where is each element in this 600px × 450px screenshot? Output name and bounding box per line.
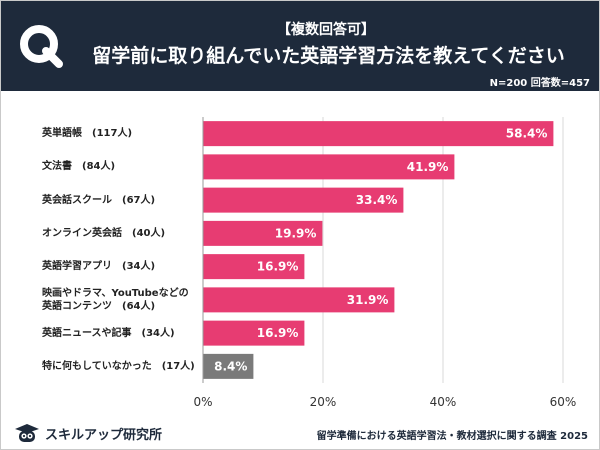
x-tick-label: 60% bbox=[550, 395, 577, 409]
category-label: 文法書 (84人) bbox=[42, 161, 116, 173]
category-label: 英語ニュースや記事 (34人) bbox=[42, 327, 175, 339]
category-label: オンライン英会話 (40人) bbox=[42, 227, 166, 239]
category-label: 英会話スクール (67人) bbox=[42, 194, 156, 206]
bar-value-label: 33.4% bbox=[356, 193, 398, 207]
q-logo-icon bbox=[20, 25, 63, 68]
category-label: 映画やドラマ、YouTubeなどの 英語コンテンツ (64人) bbox=[42, 287, 189, 312]
bar bbox=[203, 121, 554, 147]
chart-title: 留学前に取り組んでいた英語学習方法を教えてください bbox=[92, 45, 565, 67]
x-tick-label: 40% bbox=[430, 395, 457, 409]
bar-value-label: 8.4% bbox=[214, 359, 247, 373]
brand-logo: スキルアップ研究所 bbox=[14, 423, 162, 443]
bar-value-label: 58.4% bbox=[506, 127, 548, 141]
bar bbox=[203, 187, 404, 213]
chart-subtitle: 【複数回答可】 bbox=[277, 22, 375, 38]
bar-value-label: 16.9% bbox=[257, 260, 299, 274]
bar-value-label: 16.9% bbox=[257, 326, 299, 340]
header-banner: 【複数回答可】 留学前に取り組んでいた英語学習方法を教えてください bbox=[1, 1, 599, 91]
category-label: 英語学習アプリ (34人) bbox=[42, 261, 156, 273]
bar bbox=[203, 220, 323, 246]
brand-name: スキルアップ研究所 bbox=[45, 427, 163, 443]
bar-value-label: 41.9% bbox=[407, 160, 449, 174]
bar bbox=[203, 254, 305, 280]
x-tick-label: 0% bbox=[193, 395, 212, 409]
sample-size-note: N=200 回答数=457 bbox=[489, 78, 590, 89]
category-label: 特に何もしていなかった (17人) bbox=[42, 360, 195, 372]
bar bbox=[203, 154, 455, 180]
bar bbox=[203, 287, 395, 313]
bar bbox=[203, 320, 305, 346]
category-label: 英単語帳 (117人) bbox=[42, 128, 133, 140]
owl-logo-icon bbox=[15, 424, 39, 442]
bar-value-label: 31.9% bbox=[347, 293, 389, 307]
bar-value-label: 19.9% bbox=[275, 226, 317, 240]
bar bbox=[203, 353, 254, 379]
x-tick-label: 20% bbox=[310, 395, 337, 409]
source-note: 留学準備における英語学習法・教材選択に関する調査 2025 bbox=[316, 431, 588, 442]
